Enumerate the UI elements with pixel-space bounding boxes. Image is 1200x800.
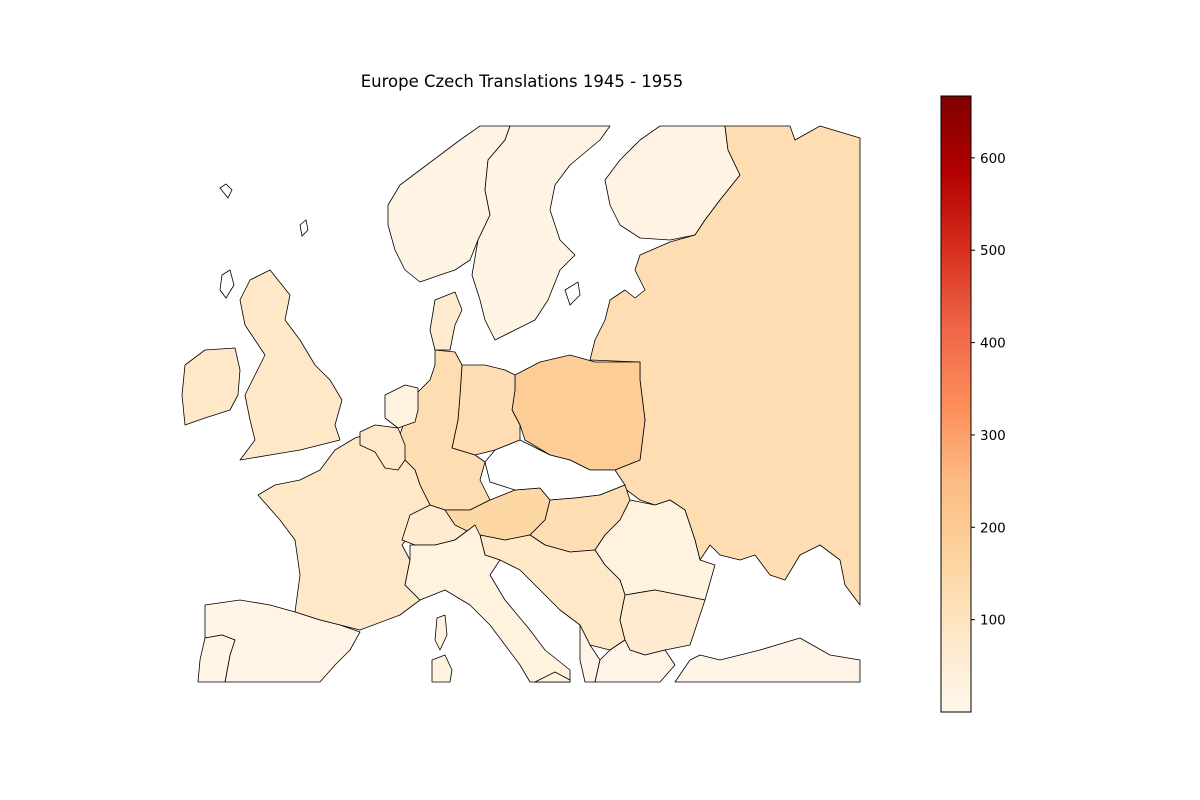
region-sardinia bbox=[431, 654, 453, 683]
region-greece bbox=[594, 639, 676, 683]
region-denmark bbox=[429, 291, 463, 351]
region-belgium bbox=[359, 424, 406, 471]
region-portugal bbox=[197, 634, 236, 683]
island-faroe bbox=[219, 183, 233, 199]
region-ireland bbox=[181, 347, 241, 426]
colorbar: 100 200 300 400 500 600 bbox=[940, 95, 1020, 715]
colorbar-svg: 100 200 300 400 500 600 bbox=[940, 95, 1006, 713]
island-gotland bbox=[564, 281, 581, 306]
region-corsica bbox=[434, 614, 448, 651]
island-shetland bbox=[299, 219, 309, 237]
region-sweden bbox=[471, 125, 611, 341]
colorbar-ticks: 100 200 300 400 500 600 bbox=[971, 151, 1006, 629]
colorbar-tick-label: 600 bbox=[980, 151, 1006, 167]
colorbar-tick-label: 400 bbox=[980, 336, 1006, 352]
region-sicily bbox=[534, 671, 571, 683]
region-east-germany bbox=[451, 364, 521, 456]
colorbar-tick-label: 300 bbox=[980, 428, 1006, 444]
region-turkey bbox=[674, 637, 861, 683]
island-hebrides bbox=[219, 269, 235, 299]
colorbar-tick-label: 100 bbox=[980, 613, 1006, 629]
colorbar-tick-label: 200 bbox=[980, 520, 1006, 536]
region-soviet-union bbox=[589, 125, 861, 606]
region-united-kingdom bbox=[239, 269, 343, 461]
map-title: Europe Czech Translations 1945 - 1955 bbox=[360, 72, 684, 91]
colorbar-tick-label: 500 bbox=[980, 243, 1006, 259]
region-france bbox=[257, 431, 431, 631]
region-netherlands bbox=[384, 384, 419, 429]
colorbar-gradient bbox=[940, 95, 972, 713]
region-italy bbox=[404, 524, 571, 683]
region-bulgaria bbox=[619, 589, 706, 656]
